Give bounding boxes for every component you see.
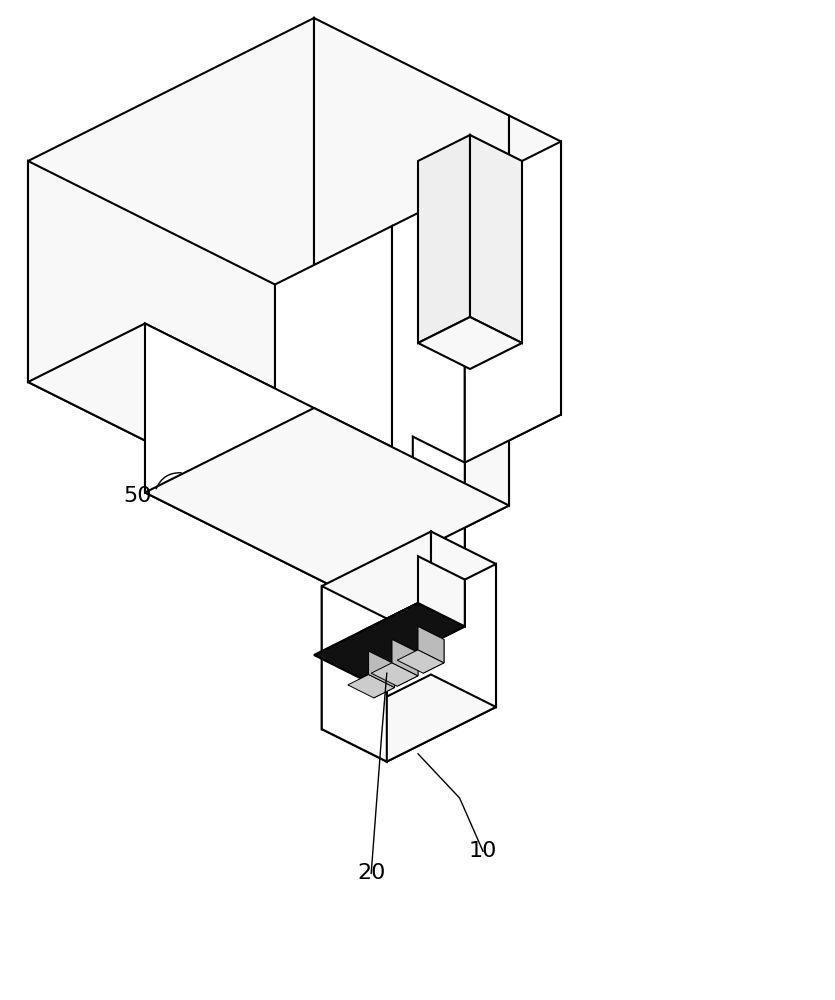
Polygon shape	[397, 650, 444, 673]
Polygon shape	[509, 115, 561, 414]
Polygon shape	[340, 554, 465, 616]
Polygon shape	[392, 190, 465, 616]
Polygon shape	[368, 651, 395, 688]
Polygon shape	[392, 639, 418, 676]
Polygon shape	[418, 317, 522, 369]
Polygon shape	[418, 556, 465, 626]
Polygon shape	[321, 674, 496, 762]
Polygon shape	[275, 226, 392, 506]
Polygon shape	[361, 580, 465, 678]
Polygon shape	[465, 141, 561, 463]
Polygon shape	[431, 532, 496, 707]
Polygon shape	[348, 674, 395, 698]
Text: 20: 20	[357, 863, 386, 883]
Polygon shape	[28, 324, 392, 506]
Polygon shape	[412, 388, 509, 554]
Polygon shape	[387, 564, 496, 762]
Polygon shape	[418, 626, 444, 663]
Polygon shape	[321, 532, 431, 729]
Polygon shape	[397, 652, 418, 686]
Polygon shape	[145, 408, 509, 590]
Polygon shape	[28, 18, 314, 492]
Polygon shape	[28, 161, 275, 506]
Text: 10: 10	[468, 841, 497, 861]
Polygon shape	[418, 135, 470, 343]
Polygon shape	[321, 586, 387, 762]
Text: 50: 50	[123, 486, 151, 506]
Polygon shape	[145, 324, 392, 616]
Polygon shape	[423, 639, 444, 673]
Polygon shape	[314, 18, 509, 506]
Polygon shape	[412, 388, 561, 463]
Polygon shape	[470, 135, 522, 343]
Polygon shape	[372, 663, 418, 686]
Polygon shape	[374, 664, 395, 698]
Polygon shape	[412, 437, 465, 580]
Polygon shape	[314, 603, 465, 678]
